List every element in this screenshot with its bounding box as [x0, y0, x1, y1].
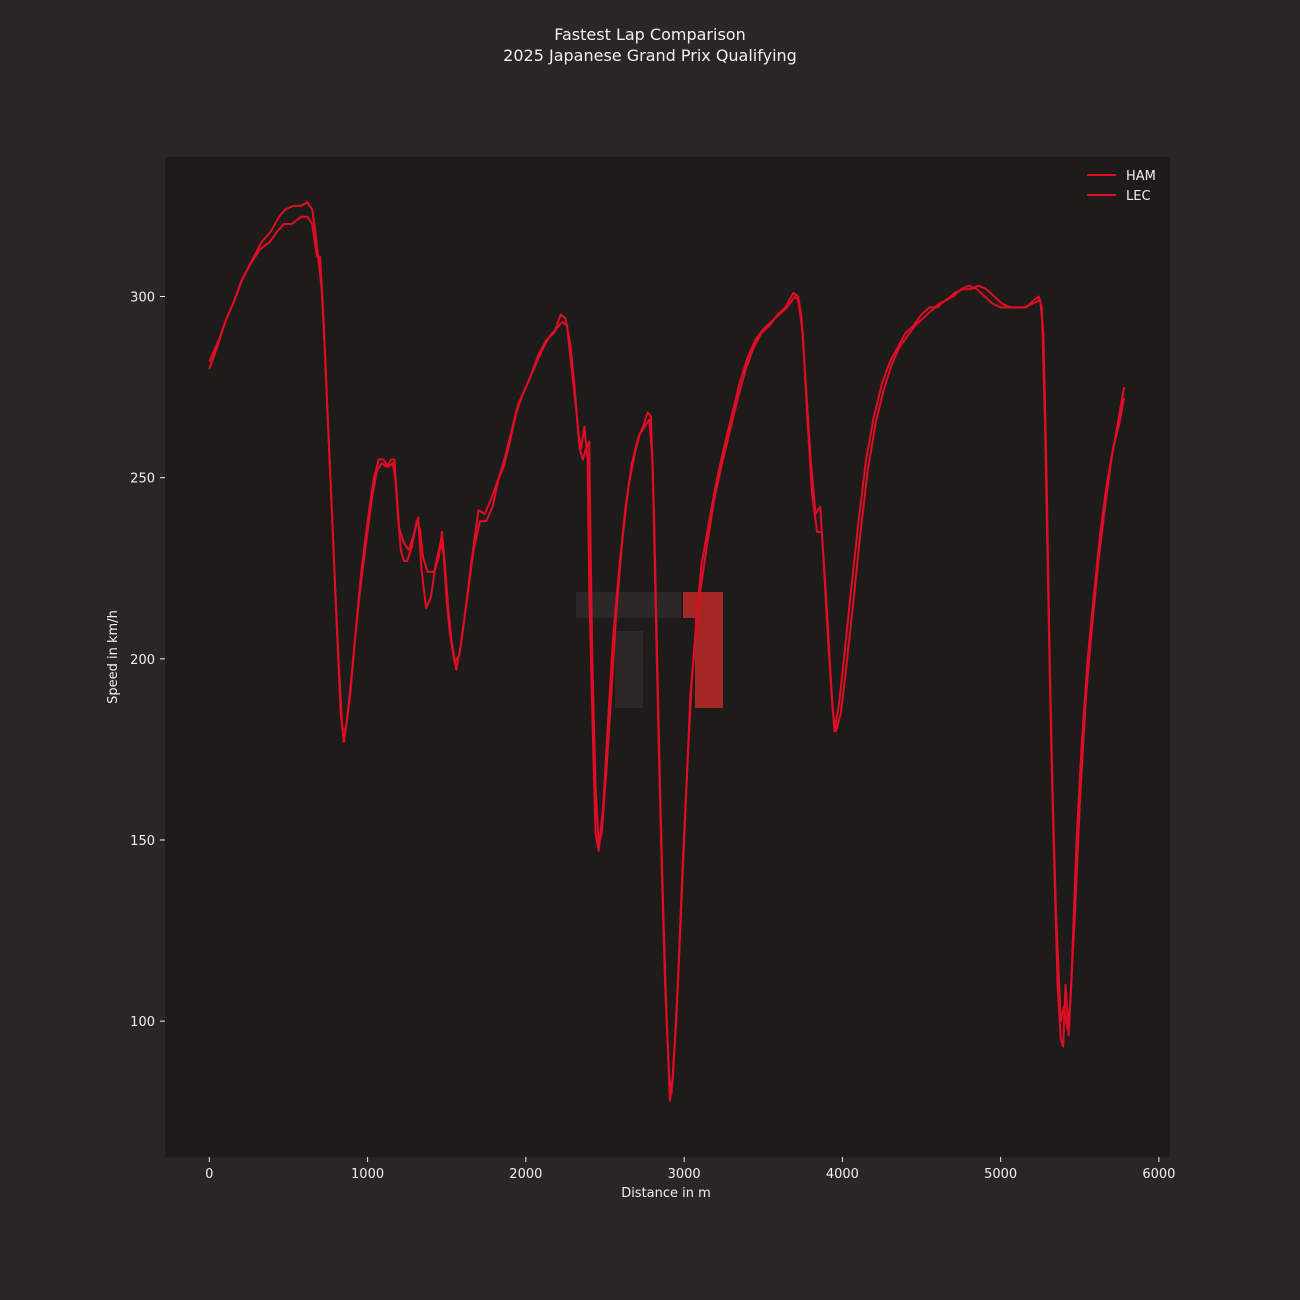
x-tick-label: 2000 [509, 1167, 542, 1182]
y-tick-label: 250 [130, 472, 155, 487]
y-tick-label: 150 [130, 834, 155, 849]
y-axis-ticks: 100 150 200 250 300 [130, 290, 165, 1030]
series-layer [208, 201, 1126, 1102]
chart-title: Fastest Lap Comparison [554, 25, 745, 44]
plot-area [165, 157, 1170, 1157]
y-axis-label: Speed in km/h [106, 610, 121, 704]
legend: HAM LEC [1087, 169, 1156, 204]
y-tick-label: 300 [130, 290, 155, 305]
x-tick-label: 4000 [826, 1167, 859, 1182]
x-axis-label: Distance in m [621, 1186, 711, 1201]
x-axis-ticks: 0 1000 2000 3000 4000 5000 6000 [205, 1157, 1175, 1182]
watermark-logo [576, 592, 723, 708]
y-tick-label: 100 [130, 1015, 155, 1030]
x-tick-label: 3000 [668, 1167, 701, 1182]
chart-subtitle: 2025 Japanese Grand Prix Qualifying [503, 46, 797, 65]
y-tick-label: 200 [130, 653, 155, 668]
x-tick-label: 0 [205, 1167, 213, 1182]
series-line-lec [208, 201, 1126, 1095]
legend-label-ham: HAM [1126, 169, 1156, 184]
x-tick-label: 5000 [984, 1167, 1017, 1182]
x-tick-label: 1000 [351, 1167, 384, 1182]
legend-label-lec: LEC [1126, 189, 1151, 204]
x-tick-label: 6000 [1142, 1167, 1175, 1182]
